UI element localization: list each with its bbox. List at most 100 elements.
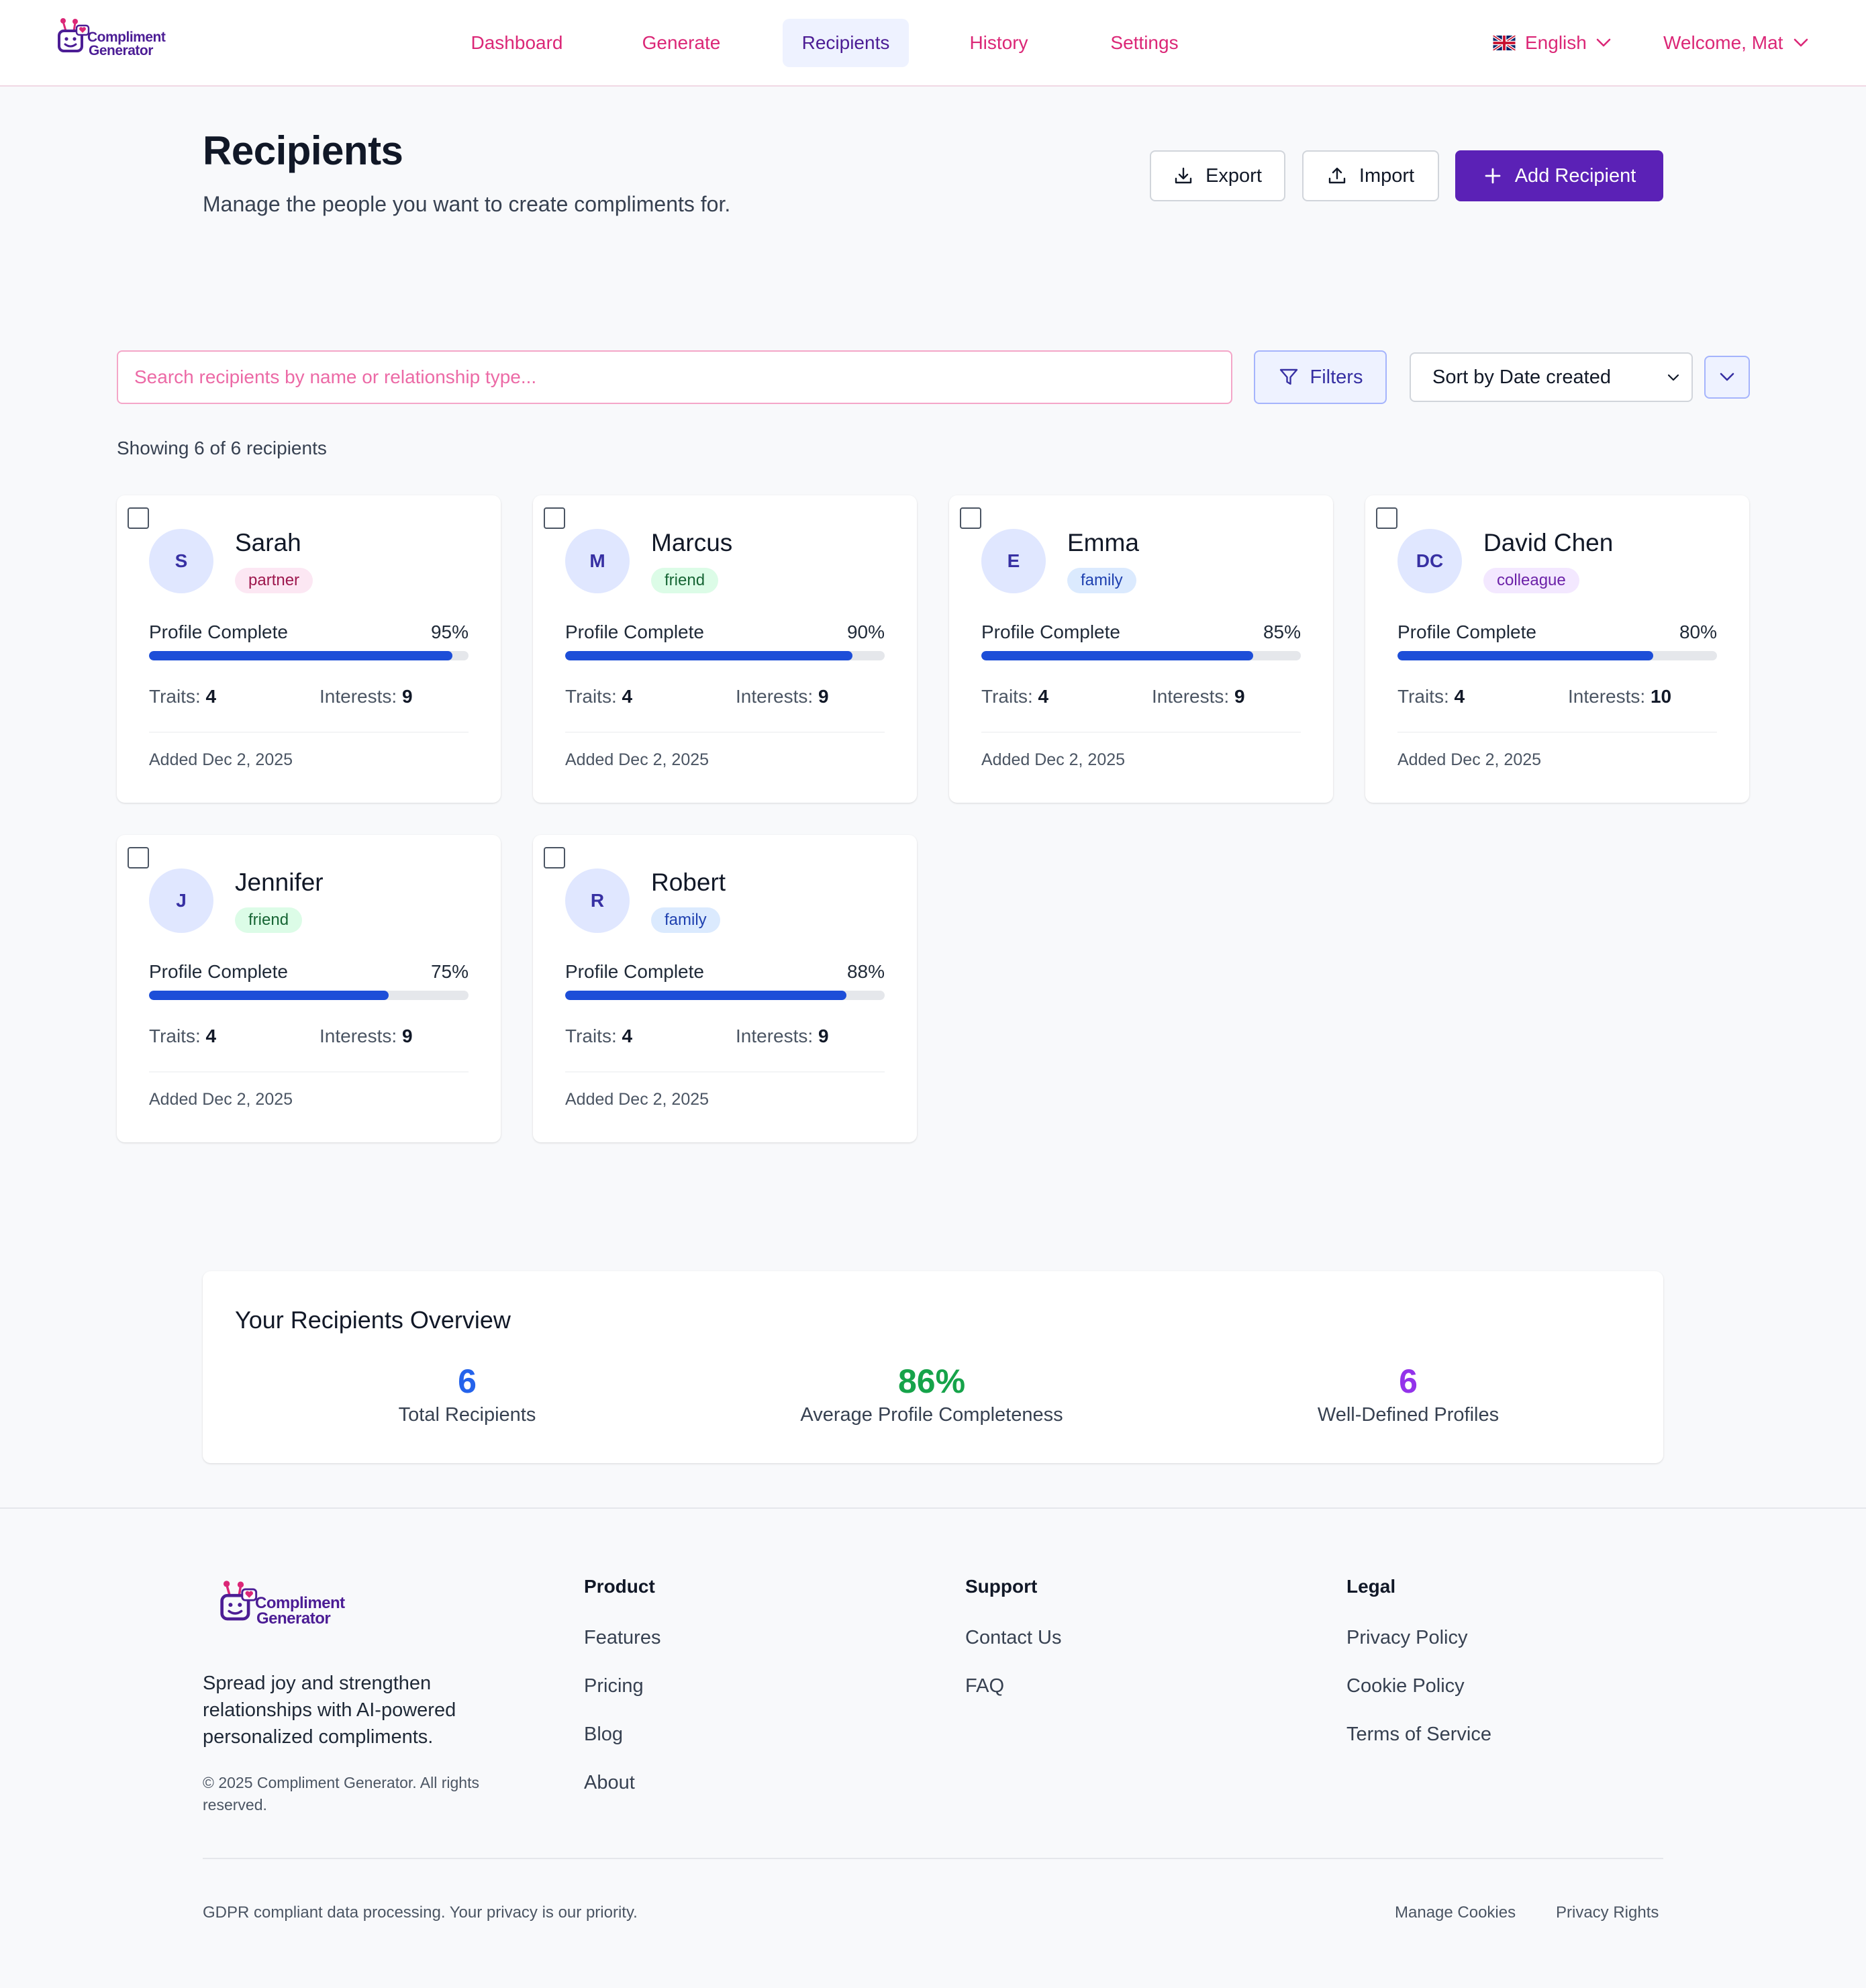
- interests-count: Interests: 9: [736, 686, 829, 707]
- avatar: R: [565, 868, 630, 933]
- card-divider: [1397, 732, 1717, 733]
- recipient-name: David Chen: [1483, 529, 1614, 556]
- footer-link-privacy-policy[interactable]: Privacy Policy: [1346, 1627, 1468, 1648]
- plus-icon: [1485, 168, 1501, 184]
- relationship-badge: partner: [235, 568, 313, 593]
- profile-complete-percent: 95%: [430, 622, 469, 642]
- recipient-name: Jennifer: [235, 868, 324, 896]
- upload-icon: [1328, 167, 1346, 184]
- added-date: Added Dec 2, 2025: [149, 750, 293, 769]
- select-checkbox[interactable]: [960, 507, 981, 529]
- footer-link-about[interactable]: About: [584, 1772, 635, 1793]
- add-recipient-button[interactable]: Add Recipient: [1455, 150, 1663, 201]
- profile-complete-percent: 88%: [846, 961, 885, 982]
- card-divider: [565, 732, 885, 733]
- user-menu[interactable]: Welcome, Mat: [1663, 19, 1808, 67]
- footer-link-features[interactable]: Features: [584, 1627, 661, 1648]
- export-button[interactable]: Export: [1150, 150, 1285, 201]
- footer-logo[interactable]: Compliment Generator: [219, 1580, 345, 1628]
- profile-progress-bar: [565, 651, 885, 660]
- profile-progress-bar: [149, 651, 469, 660]
- interests-count: Interests: 9: [1152, 686, 1245, 707]
- page-subtitle: Manage the people you want to create com…: [203, 192, 731, 216]
- chevron-down-icon: [1596, 38, 1611, 47]
- card-divider: [149, 1071, 469, 1073]
- profile-complete-label: Profile Complete: [1397, 622, 1536, 642]
- privacy-rights-link[interactable]: Privacy Rights: [1556, 1903, 1659, 1922]
- recipient-card[interactable]: M Marcus friend Profile Complete 90% Traits: …: [533, 495, 917, 803]
- added-date: Added Dec 2, 2025: [565, 1090, 709, 1109]
- footer-link-contact[interactable]: Contact Us: [965, 1627, 1062, 1648]
- footer-link-pricing[interactable]: Pricing: [584, 1675, 644, 1697]
- sort-direction-button[interactable]: [1704, 356, 1750, 399]
- profile-complete-label: Profile Complete: [149, 961, 288, 982]
- import-button[interactable]: Import: [1302, 150, 1439, 201]
- brand-name: Compliment Generator: [87, 30, 166, 59]
- recipient-name: Marcus: [651, 529, 733, 556]
- added-date: Added Dec 2, 2025: [565, 750, 709, 769]
- card-divider: [149, 732, 469, 733]
- traits-count: Traits: 4: [149, 1026, 217, 1046]
- footer-link-terms[interactable]: Terms of Service: [1346, 1724, 1491, 1745]
- recipient-card[interactable]: S Sarah partner Profile Complete 95% Traits: …: [117, 495, 501, 803]
- overview-title: Your Recipients Overview: [235, 1306, 511, 1334]
- stat-average-completeness: 86% Average Profile Completeness: [730, 1362, 1133, 1426]
- manage-cookies-link[interactable]: Manage Cookies: [1395, 1903, 1516, 1922]
- interests-count: Interests: 9: [736, 1026, 829, 1046]
- interests-count: Interests: 9: [320, 686, 413, 707]
- nav-settings[interactable]: Settings: [1110, 32, 1179, 53]
- search-input[interactable]: [117, 350, 1232, 404]
- recipient-card[interactable]: DC David Chen colleague Profile Complete 80%…: [1365, 495, 1749, 803]
- sort-select[interactable]: Sort by Date created: [1410, 352, 1693, 402]
- select-checkbox[interactable]: [544, 847, 565, 868]
- import-label: Import: [1359, 164, 1415, 187]
- footer-heading-product: Product: [584, 1576, 655, 1597]
- profile-complete-label: Profile Complete: [149, 622, 288, 642]
- chevron-down-icon: [1720, 372, 1734, 381]
- stat-value: 6: [458, 1362, 477, 1400]
- stat-label: Total Recipients: [398, 1404, 536, 1426]
- sort-selected-value: Sort by Date created: [1432, 366, 1611, 388]
- brand-logo[interactable]: Compliment Generator: [56, 17, 166, 59]
- profile-complete-label: Profile Complete: [981, 622, 1120, 642]
- stat-label: Well-Defined Profiles: [1317, 1404, 1500, 1426]
- profile-progress-fill: [981, 651, 1253, 660]
- select-checkbox[interactable]: [1376, 507, 1397, 529]
- traits-count: Traits: 4: [149, 686, 217, 707]
- profile-progress-bar: [149, 991, 469, 1000]
- relationship-badge: friend: [235, 907, 303, 933]
- brand-name: Compliment Generator: [255, 1594, 345, 1628]
- uk-flag-icon: [1493, 36, 1516, 50]
- added-date: Added Dec 2, 2025: [981, 750, 1126, 769]
- nav-dashboard[interactable]: Dashboard: [471, 32, 563, 53]
- nav-history[interactable]: History: [969, 32, 1028, 53]
- profile-complete-label: Profile Complete: [565, 622, 704, 642]
- select-checkbox[interactable]: [128, 847, 149, 868]
- footer-link-cookie-policy[interactable]: Cookie Policy: [1346, 1675, 1465, 1697]
- footer-description: Spread joy and strengthen relationships …: [203, 1673, 456, 1748]
- language-selector[interactable]: English: [1493, 19, 1611, 67]
- filters-button[interactable]: Filters: [1254, 350, 1387, 404]
- stat-value: 6: [1399, 1362, 1418, 1400]
- page-title: Recipients: [203, 128, 403, 173]
- gdpr-notice: GDPR compliant data processing. Your pri…: [203, 1903, 638, 1922]
- welcome-label: Welcome, Mat: [1663, 32, 1783, 53]
- recipient-card[interactable]: E Emma family Profile Complete 85% Traits: 4 I…: [949, 495, 1333, 803]
- profile-complete-percent: 90%: [846, 622, 885, 642]
- nav-generate[interactable]: Generate: [642, 32, 721, 53]
- select-checkbox[interactable]: [544, 507, 565, 529]
- footer-link-faq[interactable]: FAQ: [965, 1675, 1005, 1697]
- recipient-card[interactable]: J Jennifer friend Profile Complete 75% Traits…: [117, 835, 501, 1142]
- stat-well-defined-profiles: 6 Well-Defined Profiles: [1207, 1362, 1610, 1426]
- filters-label: Filters: [1310, 366, 1363, 388]
- footer-link-blog[interactable]: Blog: [584, 1724, 624, 1745]
- footer-heading-legal: Legal: [1346, 1576, 1396, 1597]
- select-checkbox[interactable]: [128, 507, 149, 529]
- robot-heart-logo-icon: [220, 1581, 258, 1621]
- recipient-card[interactable]: R Robert family Profile Complete 88% Traits: …: [533, 835, 917, 1142]
- avatar: E: [981, 529, 1046, 593]
- nav-recipients[interactable]: Recipients: [783, 19, 909, 67]
- interests-count: Interests: 10: [1568, 686, 1672, 707]
- card-divider: [565, 1071, 885, 1073]
- funnel-icon: [1279, 368, 1297, 385]
